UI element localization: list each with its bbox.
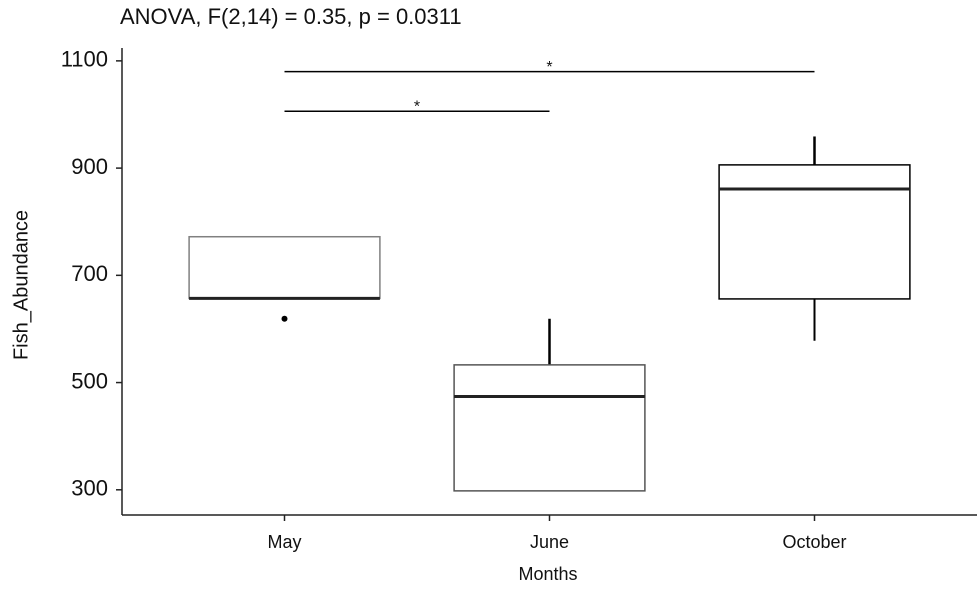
x-tick-label: October (782, 532, 846, 552)
x-tick-label: May (267, 532, 301, 552)
box (188, 235, 381, 300)
significance-label: * (414, 98, 420, 115)
chart-title: ANOVA, F(2,14) = 0.35, p = 0.0311 (120, 4, 462, 29)
box (718, 164, 911, 300)
y-tick-label: 1100 (61, 47, 108, 72)
y-tick-label: 500 (71, 368, 108, 393)
y-tick-label: 900 (71, 154, 108, 179)
outlier (281, 315, 288, 322)
y-axis-label: Fish_Abundance (10, 210, 32, 360)
y-tick-label: 300 (71, 476, 108, 501)
x-tick-label: June (530, 532, 569, 552)
significance-label: * (546, 59, 552, 76)
x-axis-label: Months (518, 564, 577, 584)
box (453, 364, 646, 492)
y-tick-label: 700 (71, 261, 108, 286)
